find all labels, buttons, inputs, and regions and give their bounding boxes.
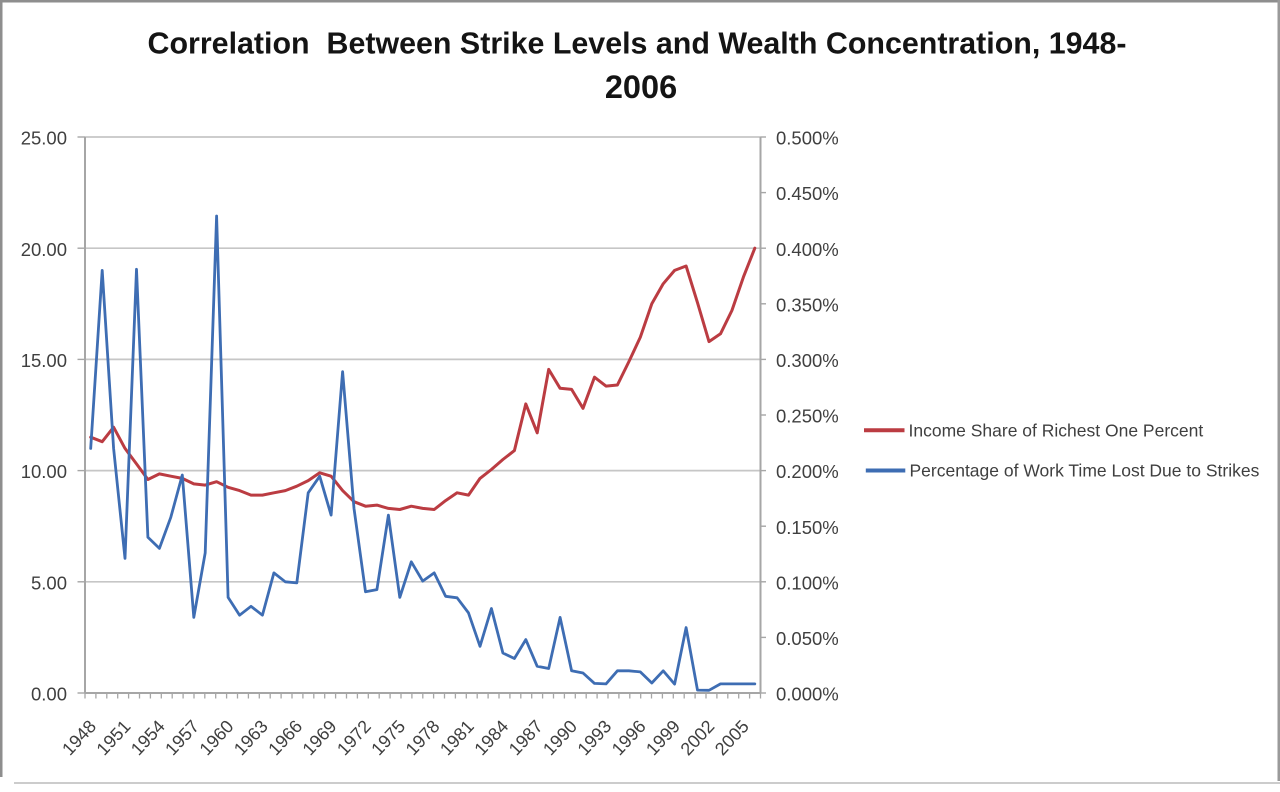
svg-text:2006: 2006	[605, 69, 677, 105]
svg-text:25.00: 25.00	[21, 128, 67, 149]
svg-text:0.400%: 0.400%	[776, 239, 839, 260]
svg-text:Percentage of Work Time Lost D: Percentage of Work Time Lost Due to Stri…	[910, 461, 1260, 481]
svg-text:Income Share of Richest One Pe: Income Share of Richest One Percent	[909, 420, 1204, 440]
svg-text:0.150%: 0.150%	[776, 517, 839, 538]
svg-text:0.000%: 0.000%	[776, 684, 839, 705]
svg-text:20.00: 20.00	[21, 239, 67, 260]
svg-text:0.350%: 0.350%	[776, 294, 839, 315]
svg-text:Correlation Between Strike Le: Correlation Between Strike Levels and We…	[148, 27, 1127, 61]
svg-text:10.00: 10.00	[21, 461, 67, 482]
svg-text:5.00: 5.00	[31, 572, 67, 593]
svg-text:0.300%: 0.300%	[776, 350, 839, 371]
svg-text:0.250%: 0.250%	[776, 406, 839, 427]
svg-text:0.100%: 0.100%	[776, 572, 839, 593]
svg-text:15.00: 15.00	[21, 350, 67, 371]
svg-text:0.00: 0.00	[31, 684, 67, 705]
svg-text:0.050%: 0.050%	[776, 628, 839, 649]
svg-text:0.200%: 0.200%	[776, 461, 839, 482]
svg-text:0.500%: 0.500%	[776, 128, 839, 149]
svg-text:0.450%: 0.450%	[776, 183, 839, 204]
